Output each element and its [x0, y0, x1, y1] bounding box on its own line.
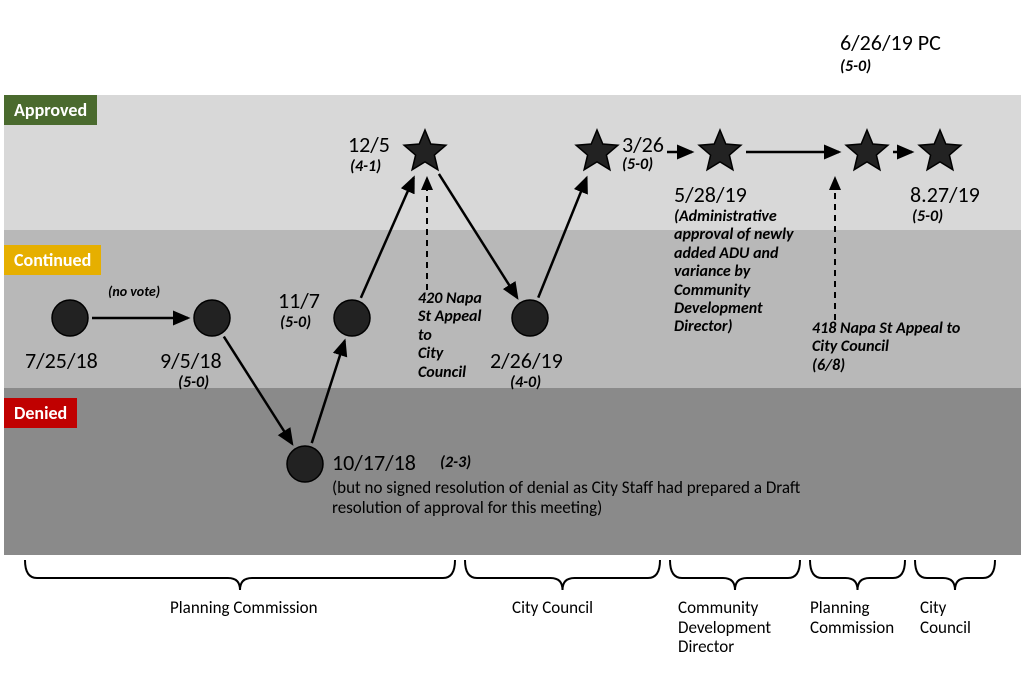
brace — [915, 560, 995, 590]
label: 6/26/19 PC — [840, 30, 941, 55]
label: 8.27/19 — [910, 182, 980, 207]
label: 9/5/18 — [160, 348, 222, 373]
label: (5-0) — [280, 314, 311, 332]
label: (no vote) — [108, 284, 160, 300]
edge — [439, 174, 517, 298]
edge — [224, 337, 292, 444]
brace — [810, 560, 905, 590]
brace-label: Planning Commission — [810, 598, 894, 637]
node-circle — [334, 300, 370, 336]
label: (5-0) — [622, 156, 653, 174]
brace-label: City Council — [920, 598, 971, 637]
node-circle — [194, 300, 230, 336]
brace-label: Planning Commission — [170, 598, 318, 618]
label: (5-0) — [912, 208, 943, 226]
label: (5-0) — [840, 58, 871, 76]
label: 11/7 — [278, 288, 320, 313]
label: 12/5 — [348, 132, 390, 157]
label: (5-0) — [178, 374, 209, 392]
brace — [25, 560, 455, 590]
timeline-diagram: ApprovedContinuedDenied6/26/19 PC(5-0)(n… — [0, 0, 1025, 684]
label: 3/26 — [622, 132, 664, 157]
node-star — [576, 130, 618, 170]
label: 2/26/19 — [490, 348, 563, 373]
label: 418 Napa St Appeal to City Council (6/8) — [812, 320, 960, 375]
node-star — [699, 130, 741, 170]
label: 420 Napa St Appeal to City Council — [418, 290, 482, 382]
edge — [312, 341, 345, 443]
label: 10/17/18 — [332, 450, 416, 475]
node-circle — [287, 446, 323, 482]
brace — [670, 560, 800, 590]
brace — [465, 560, 660, 590]
node-circle — [512, 300, 548, 336]
edge — [538, 178, 586, 298]
label: 7/25/18 — [25, 348, 98, 373]
node-circle — [52, 300, 88, 336]
label: (Administrative approval of newly added … — [674, 208, 794, 337]
edge — [361, 178, 414, 298]
node-star — [919, 130, 961, 170]
label: (2-3) — [440, 454, 471, 472]
label: (4-0) — [510, 374, 541, 392]
label: (but no signed resolution of denial as C… — [332, 478, 800, 517]
label: (4-1) — [350, 158, 381, 176]
node-star — [404, 130, 446, 170]
brace-label: City Council — [512, 598, 593, 618]
node-star — [846, 130, 888, 170]
brace-label: Community Development Director — [678, 598, 771, 657]
label: 5/28/19 — [674, 182, 747, 207]
